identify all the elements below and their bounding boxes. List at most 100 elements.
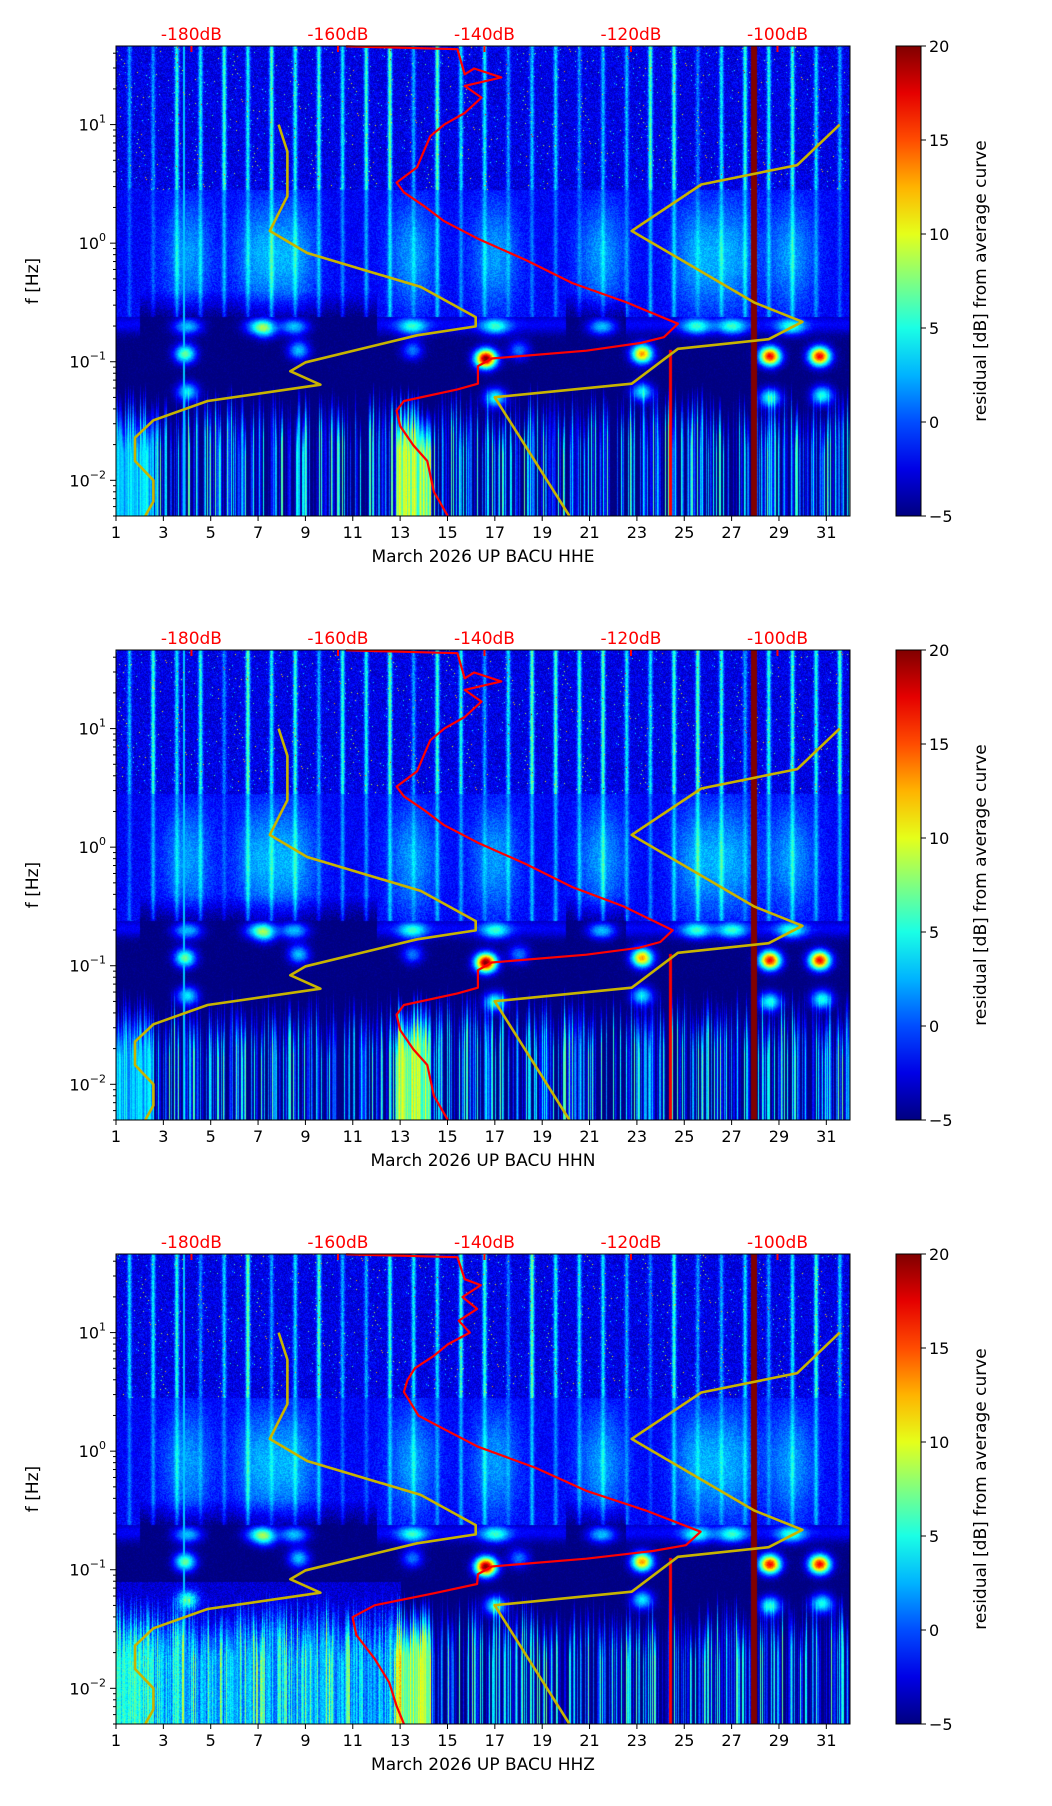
x-tick-label: 7 (253, 1127, 263, 1146)
x-tick-label: 23 (627, 1731, 647, 1750)
nlnm-line (133, 728, 478, 1121)
x-tick-label: 1 (111, 1127, 121, 1146)
y-tick-label: 10−2 (69, 1072, 106, 1094)
x-axis-label: March 2026 UP BACU HHN (371, 1151, 596, 1171)
y-tick-exponent: 1 (99, 717, 106, 730)
y-tick-label: 10−1 (69, 350, 106, 372)
colorbar-tick-label: 10 (929, 225, 949, 244)
x-tick-label: 15 (437, 523, 457, 542)
x-tick-label: 5 (206, 523, 216, 542)
y-tick-base: 10 (69, 1075, 89, 1094)
y-axis-label: f [Hz] (23, 1466, 43, 1512)
y-tick-label: 100 (79, 1439, 106, 1461)
y-tick-base: 10 (79, 1324, 99, 1343)
y-tick-base: 10 (79, 838, 99, 857)
top-tick-label: -100dB (747, 1233, 808, 1253)
colorbar-tick-label: 5 (929, 319, 939, 338)
y-tick-exponent: −2 (90, 468, 106, 481)
x-tick-label: 13 (390, 1127, 410, 1146)
y-axis-label: f [Hz] (23, 258, 43, 304)
y-tick-base: 10 (69, 1679, 89, 1698)
x-tick-label: 19 (532, 1731, 552, 1750)
y-tick-exponent: 1 (99, 1321, 106, 1334)
x-tick-label: 9 (300, 523, 310, 542)
average-curve-line (345, 1253, 702, 1725)
colorbar-tick-label: 15 (929, 735, 949, 754)
y-tick-label: 100 (79, 835, 106, 857)
x-tick-label: 1 (111, 1731, 121, 1750)
x-tick-label: 31 (816, 1731, 836, 1750)
plot-frame (115, 45, 851, 517)
colorbar-tick-label: 0 (929, 1017, 939, 1036)
colorbar-tick-label: −5 (929, 1111, 953, 1130)
x-tick-label: 3 (158, 1731, 168, 1750)
y-tick-label: 101 (79, 717, 106, 739)
x-tick-label: 7 (253, 1731, 263, 1750)
top-tick-label: -120dB (600, 25, 661, 45)
nhnm-line (493, 123, 841, 517)
x-tick-label: 29 (769, 1731, 789, 1750)
x-tick-label: 5 (206, 1127, 216, 1146)
y-tick-exponent: −1 (90, 350, 106, 363)
top-tick-label: -120dB (600, 1233, 661, 1253)
y-axis-label: f [Hz] (23, 862, 43, 908)
x-tick-label: 21 (579, 1731, 599, 1750)
spectrogram-e (116, 46, 850, 516)
x-axis-label: March 2026 UP BACU HHZ (371, 1755, 595, 1775)
colorbar (895, 45, 922, 517)
x-tick-label: 15 (437, 1127, 457, 1146)
x-tick-label: 11 (343, 1127, 363, 1146)
x-tick-label: 3 (158, 523, 168, 542)
top-tick-label: -100dB (747, 629, 808, 649)
top-tick-label: -160dB (307, 629, 368, 649)
top-tick-label: -160dB (307, 25, 368, 45)
y-tick-base: 10 (69, 1561, 89, 1580)
top-tick-label: -100dB (747, 25, 808, 45)
top-tick-label: -120dB (600, 629, 661, 649)
colorbar-tick-label: 5 (929, 1527, 939, 1546)
x-tick-label: 27 (721, 1127, 741, 1146)
x-tick-label: 23 (627, 523, 647, 542)
colorbar-tick-label: −5 (929, 1715, 953, 1734)
y-tick-exponent: 0 (99, 231, 106, 244)
x-tick-label: 13 (390, 1731, 410, 1750)
y-tick-label: 10−1 (69, 1558, 106, 1580)
x-tick-label: 21 (579, 523, 599, 542)
x-tick-label: 5 (206, 1731, 216, 1750)
x-tick-label: 9 (300, 1731, 310, 1750)
x-tick-label: 11 (343, 523, 363, 542)
colorbar (895, 1253, 922, 1725)
y-tick-base: 10 (69, 471, 89, 490)
y-tick-exponent: −1 (90, 954, 106, 967)
nhnm-line (493, 1331, 841, 1725)
x-tick-label: 23 (627, 1127, 647, 1146)
top-tick-label: -140dB (454, 1233, 515, 1253)
spectrogram-n (116, 650, 850, 1120)
colorbar-tick-label: 15 (929, 1339, 949, 1358)
colorbar-tick-label: 20 (929, 641, 949, 660)
x-tick-label: 9 (300, 1127, 310, 1146)
y-tick-label: 101 (79, 113, 106, 135)
x-tick-label: 29 (769, 523, 789, 542)
y-tick-exponent: −2 (90, 1072, 106, 1085)
top-tick-label: -140dB (454, 25, 515, 45)
x-axis-label: March 2026 UP BACU HHE (371, 547, 594, 567)
x-tick-label: 17 (485, 523, 505, 542)
y-tick-exponent: 0 (99, 835, 106, 848)
y-tick-exponent: −1 (90, 1558, 106, 1571)
x-tick-label: 15 (437, 1731, 457, 1750)
x-tick-label: 21 (579, 1127, 599, 1146)
colorbar-tick-label: −5 (929, 507, 953, 526)
colorbar-label: residual [dB] from average curve (971, 1348, 991, 1629)
y-tick-label: 10−2 (69, 1676, 106, 1698)
x-tick-label: 25 (674, 523, 694, 542)
average-curve-line (345, 45, 680, 517)
colorbar-tick-label: 10 (929, 1433, 949, 1452)
x-tick-label: 27 (721, 1731, 741, 1750)
x-tick-label: 19 (532, 1127, 552, 1146)
colorbar-tick-label: 20 (929, 1245, 949, 1264)
plot-frame (115, 1253, 851, 1725)
y-tick-label: 100 (79, 231, 106, 253)
